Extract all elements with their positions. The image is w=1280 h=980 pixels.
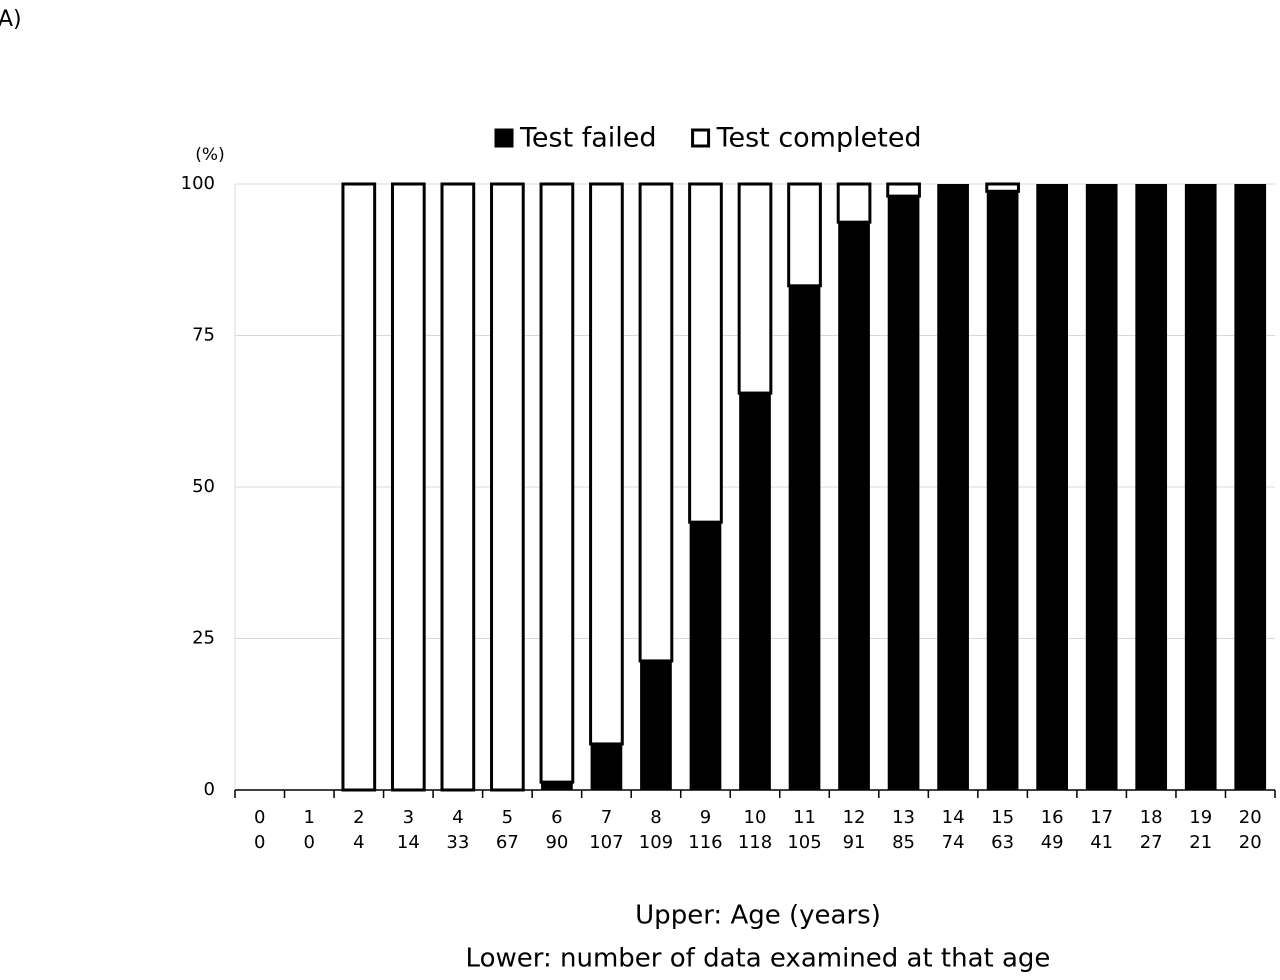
sample-size-label: 85	[892, 832, 915, 853]
bar-segment	[640, 660, 672, 790]
x-tick-label: 11	[793, 807, 816, 828]
bar-segment	[689, 522, 722, 790]
sample-size-label: 118	[738, 832, 772, 853]
x-tick-label: 16	[1041, 807, 1064, 828]
x-tick-label: 12	[843, 807, 866, 828]
x-tick-label: 15	[991, 807, 1014, 828]
sample-size-label: 41	[1090, 832, 1113, 853]
bar-segment	[440, 182, 476, 792]
bar-segment	[1036, 184, 1068, 790]
x-tick-label: 19	[1189, 807, 1212, 828]
sample-size-label: 74	[942, 832, 965, 853]
sample-size-label: 21	[1189, 832, 1212, 853]
x-tick-label: 13	[892, 807, 915, 828]
y-tick-label: 50	[192, 476, 215, 497]
bar-segment	[739, 393, 771, 790]
bar-segment	[836, 182, 872, 224]
x-tick-label: 5	[502, 807, 513, 828]
x-tick-label: 2	[353, 807, 364, 828]
sample-size-label: 116	[688, 832, 722, 853]
sample-size-label: 14	[397, 832, 420, 853]
bar-segment	[787, 182, 822, 288]
bar-segment	[838, 222, 870, 791]
bar-segment	[638, 182, 674, 663]
sample-size-label: 20	[1239, 832, 1262, 853]
bar-segment	[985, 182, 1020, 193]
sample-size-label: 109	[639, 832, 673, 853]
bar-segment	[590, 743, 623, 790]
x-tick-label: 1	[304, 807, 315, 828]
x-tick-label: 20	[1239, 807, 1262, 828]
x-tick-label: 14	[942, 807, 965, 828]
y-tick-label: 100	[181, 173, 215, 194]
bar-segment	[589, 182, 624, 746]
sample-size-label: 0	[254, 832, 265, 853]
y-tick-label: 0	[204, 779, 215, 800]
y-unit-label: (%)	[195, 145, 224, 165]
x-axis-title: Upper: Age (years)	[635, 901, 881, 931]
sample-size-label: 107	[589, 832, 623, 853]
bar-segment	[1234, 184, 1267, 790]
sample-size-label: 90	[545, 832, 568, 853]
sample-size-label: 91	[843, 832, 866, 853]
x-tick-label: 4	[452, 807, 463, 828]
x-tick-label: 8	[650, 807, 661, 828]
bar-segment	[341, 182, 377, 792]
bar-segment	[688, 182, 723, 524]
x-tick-label: 9	[700, 807, 711, 828]
x-tick-label: 7	[601, 807, 612, 828]
sample-size-label: 33	[446, 832, 469, 853]
y-tick-label: 75	[192, 325, 215, 346]
bar-segment	[886, 182, 921, 198]
bar-segment	[390, 182, 426, 792]
sample-size-label: 0	[304, 832, 315, 853]
bar-segment	[1184, 184, 1217, 790]
x-tick-label: 10	[744, 807, 767, 828]
panel-label: A)	[0, 7, 22, 32]
sample-size-label: 67	[496, 832, 519, 853]
bar-segment	[737, 182, 773, 395]
x-tick-label: 3	[403, 807, 414, 828]
sample-size-label: 27	[1140, 832, 1163, 853]
x-tick-label: 18	[1140, 807, 1163, 828]
legend-swatch	[494, 128, 514, 148]
x-tick-label: 17	[1090, 807, 1113, 828]
bar-segment	[1085, 184, 1118, 790]
bar-segment	[1135, 184, 1168, 790]
y-tick-label: 25	[192, 628, 215, 649]
legend-label: Test completed	[716, 123, 922, 154]
bar-segment	[490, 182, 525, 792]
sample-size-label: 63	[991, 832, 1014, 853]
bar-segment	[937, 184, 969, 790]
legend-swatch	[691, 128, 711, 148]
bar-segment	[541, 782, 573, 790]
sample-size-label: 4	[353, 832, 364, 853]
x-axis-title: Lower: number of data examined at that a…	[466, 944, 1051, 974]
sample-size-label: 105	[787, 832, 821, 853]
legend-label: Test failed	[519, 123, 657, 154]
bar-segment	[539, 182, 575, 784]
sample-size-label: 49	[1041, 832, 1064, 853]
bar-segment	[986, 191, 1019, 791]
x-tick-label: 6	[551, 807, 562, 828]
bar-segment	[788, 285, 821, 790]
x-tick-label: 0	[254, 807, 265, 828]
bar-segment	[887, 196, 920, 790]
